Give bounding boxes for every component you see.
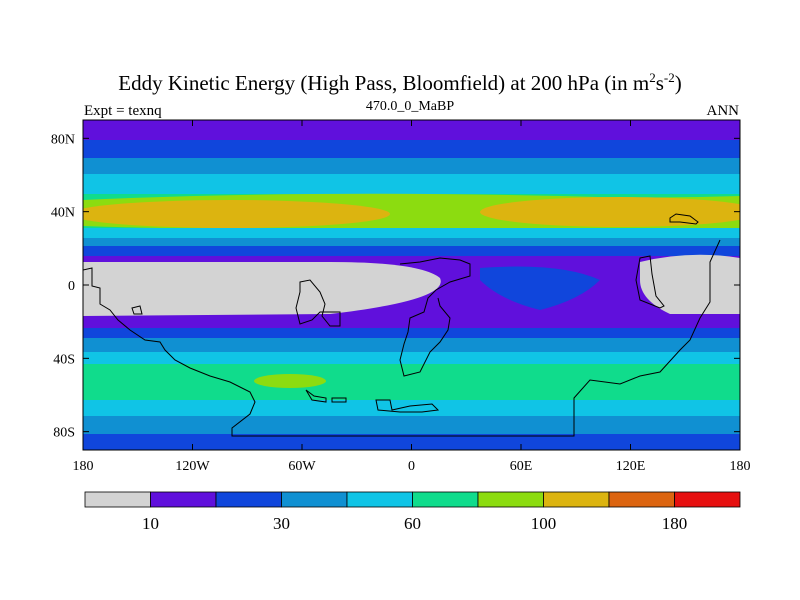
band-s1 [83,328,740,340]
lon-tick-label: 180 [73,459,94,474]
coast-6 [375,399,440,413]
lon-tick-label: 180 [730,459,751,474]
coast-3 [399,257,471,377]
lon-tick-label: 120E [616,459,646,474]
field-layer [83,120,740,450]
jet-s-max [254,374,326,388]
band-s5 [83,400,740,418]
min-indian [480,266,600,310]
colorbar-swatch [150,491,217,508]
season-label: ANN [706,103,740,119]
colorbar: 10 30 60 100 180 [84,491,741,533]
lat-tick-label: 40N [51,206,75,221]
band-polar-n [83,120,740,142]
colorbar-swatch [84,491,151,508]
band-s2 [83,338,740,354]
colorbar-label: 30 [273,514,290,533]
lat-tick-label: 0 [68,279,75,294]
min-atlantic [83,262,441,316]
jet-n-max-atlantic [83,200,390,228]
lon-tick-label: 0 [408,459,415,474]
coast-7 [305,389,327,403]
coastlines [83,213,721,437]
lon-tick-label: 60E [510,459,533,474]
colorbar-swatch [346,491,413,508]
colorbar-swatch [281,491,348,508]
band-n3 [83,174,740,196]
coast-5 [669,213,699,225]
coast-8 [331,397,347,403]
coast-2 [295,279,341,327]
colorbar-swatch [674,491,741,508]
axis-ticks: 180 120W 60W 0 60E 120E 180 80N 40N 0 40S 80S [51,120,751,474]
min-pacific [640,254,740,314]
colorbar-swatch [477,491,544,508]
colorbar-swatch [608,491,675,508]
colorbar-label: 180 [662,514,688,533]
colorbar-label: 100 [531,514,557,533]
coast-9 [131,305,143,315]
band-s4 [83,364,740,402]
lat-tick-label: 80S [53,426,75,441]
coast-1 [83,239,721,437]
band-n1 [83,140,740,160]
lon-tick-label: 120W [175,459,210,474]
band-n5 [83,228,740,240]
band-n2 [83,158,740,176]
lat-tick-label: 80N [51,132,75,147]
time-label: 470.0_0_MaBP [365,99,455,114]
coast-4 [635,255,665,309]
jet-n-max-pacific [480,197,740,227]
lat-tick-label: 40S [53,352,75,367]
experiment-label: Expt = texnq [84,103,162,119]
colorbar-label: 10 [142,514,159,533]
lon-tick-label: 60W [288,459,316,474]
colorbar-swatch [543,491,610,508]
band-s3 [83,352,740,366]
map-title: Eddy Kinetic Energy (High Pass, Bloomfie… [118,70,682,95]
colorbar-swatch [412,491,479,508]
colorbar-label: 60 [404,514,421,533]
band-s6 [83,416,740,436]
band-n6 [83,238,740,248]
band-polar-s [83,434,740,450]
colorbar-swatch [215,491,282,508]
